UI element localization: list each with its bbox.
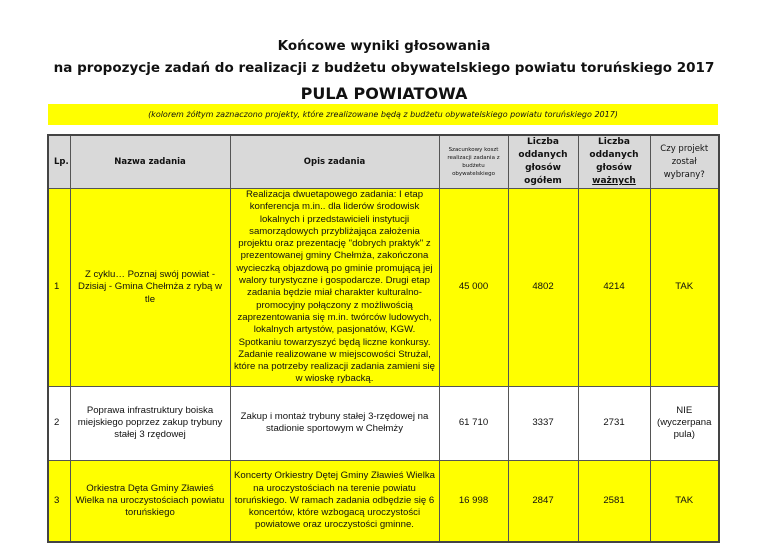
- cell-selected: TAK: [649, 188, 720, 387]
- cell-lp: 1: [47, 188, 71, 387]
- cell-name: Poprawa infrastruktury boiska miejskiego…: [69, 385, 231, 461]
- cell-desc: Koncerty Orkiestry Dętej Gminy Zławieś W…: [229, 459, 440, 543]
- cell-lp: 3: [47, 459, 71, 543]
- pool-heading: PULA POWIATOWA: [300, 84, 468, 103]
- cell-votes-valid: 2731: [577, 385, 651, 461]
- results-table: Lp. Nazwa zadania Opis zadania Szacunkow…: [47, 134, 720, 543]
- table-header-row: Lp. Nazwa zadania Opis zadania Szacunkow…: [47, 134, 720, 189]
- cell-name: Orkiestra Dęta Gminy Zławieś Wielka na u…: [69, 459, 231, 543]
- cell-cost: 61 710: [438, 385, 509, 461]
- cell-votes-total: 4802: [507, 188, 579, 387]
- cell-votes-total: 3337: [507, 385, 579, 461]
- table-row: 3 Orkiestra Dęta Gminy Zławieś Wielka na…: [47, 459, 720, 543]
- table-row: 1 Z cyklu… Poznaj swój powiat - Dzisiaj …: [47, 188, 720, 387]
- cell-votes-total: 2847: [507, 459, 579, 543]
- cell-cost: 45 000: [438, 188, 509, 387]
- cell-votes-valid: 4214: [577, 188, 651, 387]
- votes-valid-line2: głosów: [596, 163, 632, 173]
- cell-lp: 2: [47, 385, 71, 461]
- legend-note: (kolorem żółtym zaznaczono projekty, któ…: [48, 104, 718, 125]
- col-header-name: Nazwa zadania: [69, 134, 231, 189]
- col-header-lp: Lp.: [47, 134, 71, 189]
- cell-cost: 16 998: [438, 459, 509, 543]
- col-header-selected: Czy projekt został wybrany?: [649, 134, 720, 189]
- page-title: Końcowe wyniki głosowania: [277, 38, 491, 54]
- legend-note-text: (kolorem żółtym zaznaczono projekty, któ…: [148, 110, 618, 119]
- cell-selected: TAK: [649, 459, 720, 543]
- votes-total-line2: głosów ogółem: [524, 163, 562, 186]
- col-header-cost: Szacunkowy koszt realizacji zadania z bu…: [438, 134, 509, 189]
- cell-votes-valid: 2581: [577, 459, 651, 543]
- cell-desc: Zakup i montaż trybuny stałej 3-rzędowej…: [229, 385, 440, 461]
- cell-name: Z cyklu… Poznaj swój powiat - Dzisiaj - …: [69, 188, 231, 387]
- table-row: 2 Poprawa infrastruktury boiska miejskie…: [47, 385, 720, 461]
- votes-total-line1: Liczba oddanych: [518, 137, 568, 160]
- votes-valid-underlined: ważnych: [592, 176, 636, 186]
- cell-selected: NIE (wyczerpana pula): [649, 385, 720, 461]
- col-header-votes-valid: Liczba oddanych głosów ważnych: [577, 134, 651, 189]
- cell-desc: Realizacja dwuetapowego zadania: I etap …: [229, 188, 440, 387]
- col-header-votes-total: Liczba oddanych głosów ogółem: [507, 134, 579, 189]
- col-header-desc: Opis zadania: [229, 134, 440, 189]
- page-subtitle: na propozycje zadań do realizacji z budż…: [53, 60, 715, 76]
- votes-valid-line1: Liczba oddanych: [589, 137, 639, 160]
